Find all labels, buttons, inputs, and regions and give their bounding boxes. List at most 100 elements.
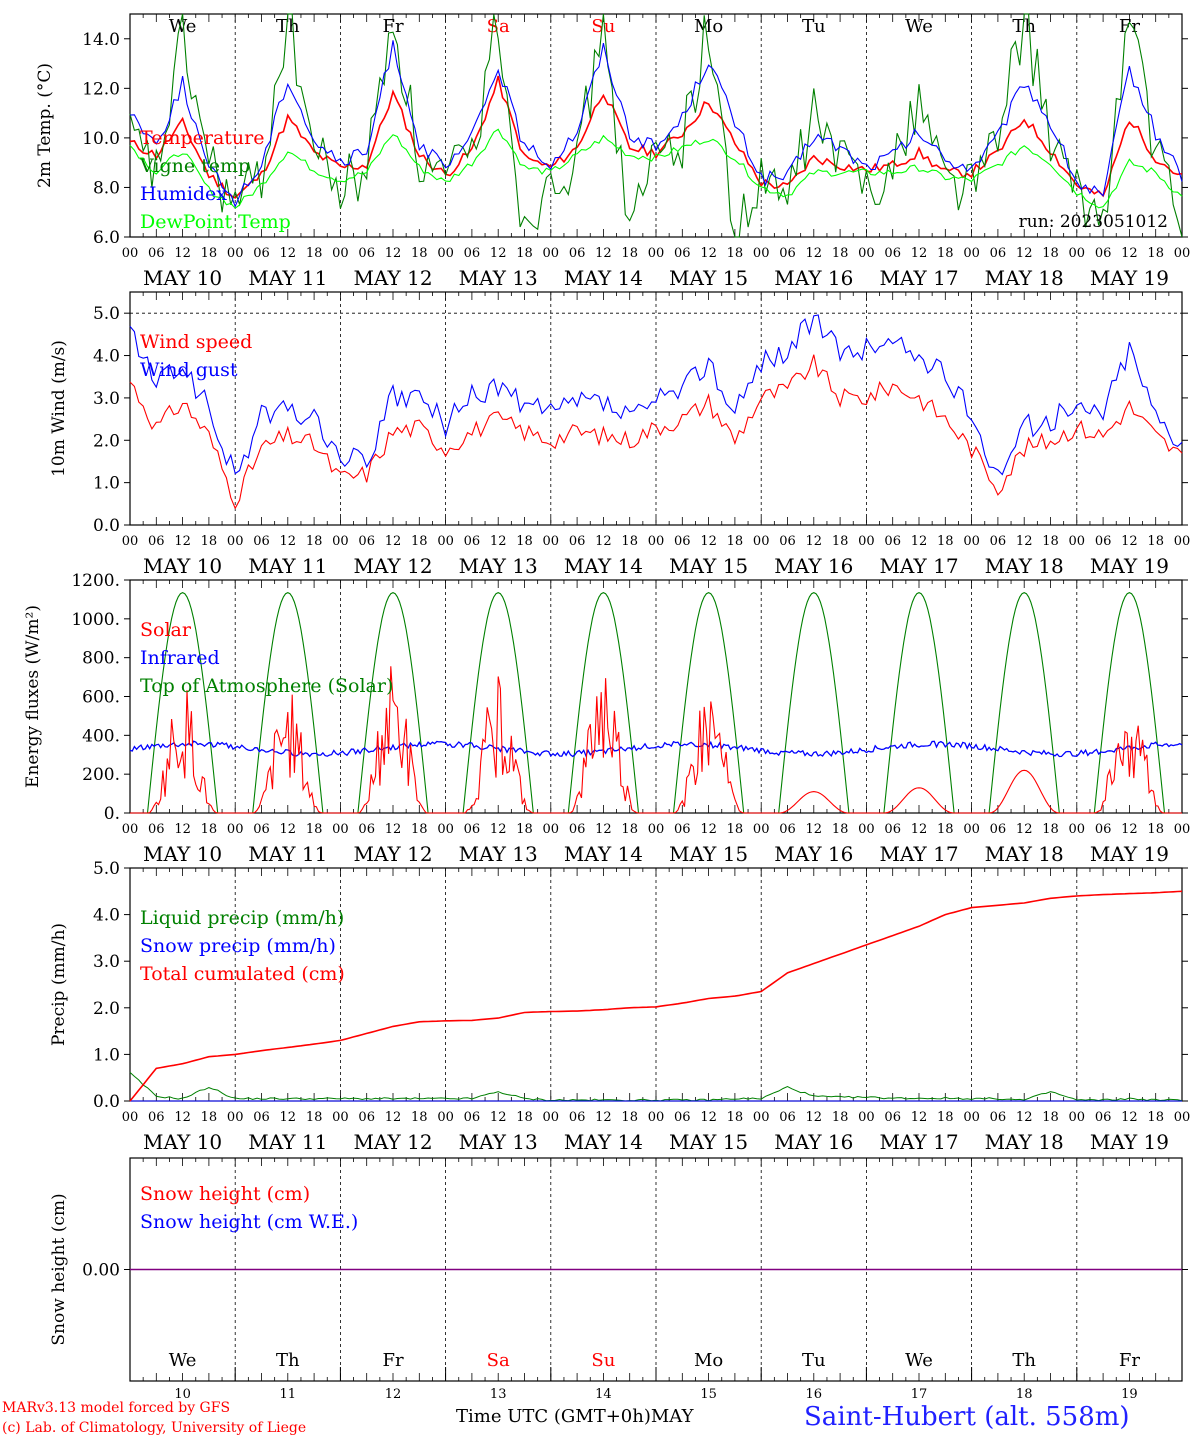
hour-tick-label: 06 (990, 1110, 1007, 1125)
hour-tick-label: 06 (779, 822, 796, 837)
weekday-label: Fr (382, 1350, 403, 1371)
date-label: MAY 15 (669, 554, 748, 578)
hour-tick-label: 06 (779, 534, 796, 549)
weekday-label: We (905, 1350, 933, 1371)
hour-tick-label: 18 (516, 246, 533, 261)
hour-tick-label: 00 (858, 822, 875, 837)
hour-tick-label: 18 (1042, 246, 1059, 261)
hour-tick-label: 00 (332, 822, 349, 837)
meteogram: 6.0 8.0 10.0 12.0 14.0 2m Temp. (°C) 00 06 12 18 M… (23, 13, 1190, 1400)
hour-tick-label: 18 (201, 1110, 218, 1125)
hour-tick-label: 18 (832, 246, 849, 261)
day-number-label: 13 (490, 1387, 507, 1400)
hour-tick-label: 18 (621, 246, 638, 261)
hour-tick-label: 06 (148, 822, 165, 837)
hour-tick-label: 06 (253, 534, 270, 549)
hour-tick-label: 06 (464, 534, 481, 549)
hour-tick-label: 12 (490, 1110, 507, 1125)
date-label: MAY 19 (1090, 554, 1169, 578)
y-tick-label: 1.0 (93, 1045, 120, 1065)
date-label: MAY 16 (774, 1130, 853, 1154)
date-label: MAY 12 (353, 554, 432, 578)
y-tick-label: 1.0 (93, 474, 120, 494)
hour-tick-label: 00 (648, 1110, 665, 1125)
hour-tick-label: 12 (911, 822, 928, 837)
hour-tick-label: 06 (569, 534, 586, 549)
series-line-1 (129, 75, 1183, 199)
date-label: MAY 15 (669, 1130, 748, 1154)
series-line-2 (129, 13, 1183, 238)
date-label: MAY 13 (459, 1130, 538, 1154)
hour-tick-label: 18 (727, 1110, 744, 1125)
hour-tick-label: 00 (1069, 534, 1086, 549)
date-label: MAY 11 (248, 1130, 327, 1154)
hour-tick-label: 18 (1042, 1110, 1059, 1125)
date-label: MAY 17 (879, 266, 958, 290)
hour-tick-label: 00 (1069, 1110, 1086, 1125)
series-line-4 (129, 128, 1183, 209)
hour-tick-label: 00 (227, 534, 244, 549)
date-label: MAY 18 (985, 1130, 1064, 1154)
y-tick-label: 4.0 (93, 906, 120, 926)
y-tick-label: 0. (104, 804, 120, 824)
hour-tick-label: 06 (1095, 822, 1112, 837)
hour-tick-label: 06 (990, 534, 1007, 549)
legend-entry: Snow height (cm W.E.) (140, 1211, 358, 1233)
hour-tick-label: 00 (648, 534, 665, 549)
y-tick-label: 5.0 (93, 859, 120, 879)
hour-tick-label: 06 (884, 1110, 901, 1125)
weekday-label: Tu (802, 16, 826, 37)
panel-2: 0.0 1.0 2.0 3.0 4.0 5.0 10m Wind (m/s) 00 06 12 18… (49, 291, 1190, 578)
legend-entry: Snow height (cm) (140, 1183, 310, 1205)
legend-entry: Snow precip (mm/h) (140, 935, 336, 957)
legend-entry: Vigne temp (139, 155, 250, 177)
y-tick-label: 0.0 (93, 516, 120, 536)
legend-entry: Total cumulated (cm) (140, 963, 345, 985)
hour-tick-label: 18 (1042, 534, 1059, 549)
date-label: MAY 19 (1090, 266, 1169, 290)
hour-tick-label: 18 (201, 534, 218, 549)
hour-tick-label: 00 (1069, 246, 1086, 261)
date-label: MAY 10 (143, 554, 222, 578)
hour-tick-label: 18 (621, 534, 638, 549)
date-label: MAY 18 (985, 554, 1064, 578)
hour-tick-label: 06 (569, 246, 586, 261)
hour-tick-label: 18 (1147, 1110, 1164, 1125)
hour-tick-label: 06 (148, 246, 165, 261)
date-label: MAY 12 (353, 266, 432, 290)
panel-4: 0.0 1.0 2.0 3.0 4.0 5.0 Precip (mm/h) 00 06 12 18 M… (49, 859, 1190, 1154)
hour-tick-label: 00 (227, 822, 244, 837)
hour-tick-label: 06 (148, 534, 165, 549)
lab-credit: (c) Lab. of Climatology, University of L… (2, 1420, 307, 1436)
legend-entry: Wind speed (140, 331, 252, 353)
date-label: MAY 18 (985, 842, 1064, 866)
hour-tick-label: 06 (569, 1110, 586, 1125)
y-tick-label: 2.0 (93, 431, 120, 451)
hour-tick-label: 18 (937, 1110, 954, 1125)
hour-tick-label: 12 (1016, 534, 1033, 549)
hour-tick-label: 12 (174, 1110, 191, 1125)
hour-tick-label: 18 (727, 534, 744, 549)
date-label: MAY 14 (564, 842, 643, 866)
date-label: MAY 10 (143, 1130, 222, 1154)
hour-tick-label: 00 (753, 822, 770, 837)
hour-tick-label: 12 (280, 1110, 297, 1125)
weekday-label: We (169, 1350, 197, 1371)
date-label: MAY 12 (353, 842, 432, 866)
y-tick-label: 800. (82, 649, 120, 669)
hour-tick-label: 12 (280, 822, 297, 837)
plot-frame (129, 13, 1183, 238)
date-label: MAY 19 (1090, 1130, 1169, 1154)
legend-entry: Wind gust (140, 359, 238, 381)
date-label: MAY 11 (248, 842, 327, 866)
day-number-label: 16 (806, 1387, 823, 1400)
hour-tick-label: 00 (648, 246, 665, 261)
y-axis-label: Snow height (cm) (49, 1193, 69, 1345)
hour-tick-label: 06 (674, 246, 691, 261)
hour-tick-label: 18 (201, 822, 218, 837)
legend-entry: Liquid precip (mm/h) (140, 907, 344, 929)
hour-tick-label: 00 (1069, 822, 1086, 837)
hour-tick-label: 06 (464, 246, 481, 261)
hour-tick-label: 06 (253, 1110, 270, 1125)
panel-1: 6.0 8.0 10.0 12.0 14.0 2m Temp. (°C) 00 06 12 18 M… (35, 13, 1190, 290)
